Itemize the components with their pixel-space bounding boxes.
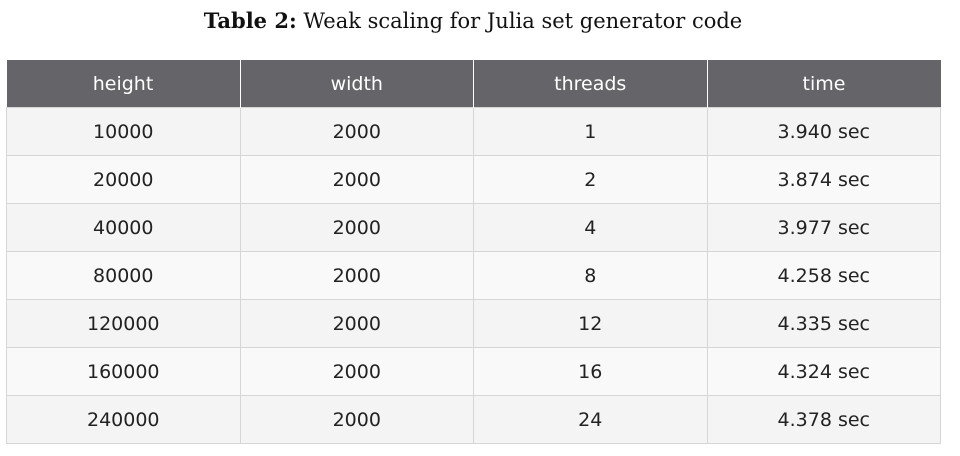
cell-threads: 24 xyxy=(473,395,708,444)
cell-time: 4.335 sec xyxy=(706,299,941,348)
cell-threads: 2 xyxy=(473,155,708,204)
cell-threads: 12 xyxy=(473,299,708,348)
cell-threads: 4 xyxy=(473,203,708,252)
cell-time: 3.940 sec xyxy=(706,107,941,156)
cell-threads: 1 xyxy=(473,107,708,156)
caption-label: Table 2: xyxy=(203,8,297,33)
cell-width: 2000 xyxy=(239,299,474,348)
cell-time: 3.874 sec xyxy=(706,155,941,204)
table-row: 10000 2000 1 3.940 sec xyxy=(6,107,941,156)
weak-scaling-table: height width threads time 10000 2000 1 3… xyxy=(6,60,941,444)
cell-time: 4.324 sec xyxy=(706,347,941,396)
cell-width: 2000 xyxy=(239,203,474,252)
cell-height: 10000 xyxy=(6,107,241,156)
cell-height: 120000 xyxy=(6,299,241,348)
cell-time: 4.378 sec xyxy=(706,395,941,444)
cell-time: 4.258 sec xyxy=(706,251,941,300)
cell-height: 40000 xyxy=(6,203,241,252)
table-row: 80000 2000 8 4.258 sec xyxy=(6,251,941,300)
column-header-width: width xyxy=(239,60,474,108)
column-header-height: height xyxy=(6,60,240,108)
cell-width: 2000 xyxy=(239,347,474,396)
table-row: 240000 2000 24 4.378 sec xyxy=(6,395,941,444)
caption-text: Weak scaling for Julia set generator cod… xyxy=(303,9,743,33)
table-row: 160000 2000 16 4.324 sec xyxy=(6,347,941,396)
cell-height: 80000 xyxy=(6,251,241,300)
cell-width: 2000 xyxy=(239,395,474,444)
cell-height: 20000 xyxy=(6,155,241,204)
cell-height: 240000 xyxy=(6,395,241,444)
column-header-time: time xyxy=(706,60,941,108)
cell-threads: 8 xyxy=(473,251,708,300)
table-row: 40000 2000 4 3.977 sec xyxy=(6,203,941,252)
cell-width: 2000 xyxy=(239,251,474,300)
table-row: 20000 2000 2 3.874 sec xyxy=(6,155,941,204)
table-caption: Table 2: Weak scaling for Julia set gene… xyxy=(0,6,946,36)
table-row: 120000 2000 12 4.335 sec xyxy=(6,299,941,348)
cell-threads: 16 xyxy=(473,347,708,396)
cell-width: 2000 xyxy=(239,155,474,204)
table-header-row: height width threads time xyxy=(6,60,941,108)
cell-height: 160000 xyxy=(6,347,241,396)
column-header-threads: threads xyxy=(473,60,707,108)
cell-width: 2000 xyxy=(239,107,474,156)
cell-time: 3.977 sec xyxy=(706,203,941,252)
